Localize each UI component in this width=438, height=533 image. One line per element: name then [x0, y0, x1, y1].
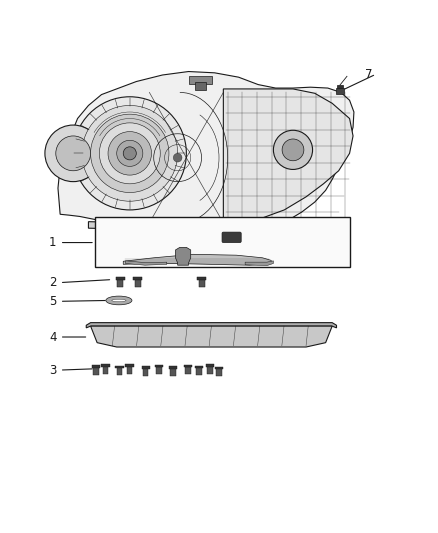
Polygon shape	[58, 71, 354, 233]
Text: 6: 6	[275, 230, 283, 244]
Circle shape	[273, 130, 313, 169]
Bar	[117, 279, 123, 287]
Bar	[141, 366, 150, 369]
Bar	[215, 367, 223, 369]
Ellipse shape	[112, 300, 126, 302]
Bar	[206, 365, 214, 367]
Bar	[117, 367, 122, 375]
Polygon shape	[125, 261, 167, 265]
Bar	[125, 365, 134, 367]
Bar	[92, 365, 100, 368]
Bar	[133, 277, 142, 279]
Polygon shape	[91, 326, 332, 347]
Polygon shape	[88, 222, 280, 232]
Text: 1: 1	[49, 236, 57, 249]
Circle shape	[82, 106, 178, 201]
Text: 2: 2	[49, 276, 57, 289]
Text: 5: 5	[49, 295, 57, 308]
Circle shape	[108, 132, 152, 175]
Bar	[134, 279, 141, 287]
Polygon shape	[86, 322, 336, 328]
Text: 4: 4	[49, 330, 57, 343]
Circle shape	[73, 97, 186, 210]
Circle shape	[91, 114, 169, 192]
Circle shape	[56, 136, 91, 171]
Bar	[195, 366, 203, 368]
Bar	[93, 367, 99, 375]
Bar	[127, 366, 132, 374]
Bar	[103, 366, 109, 374]
Bar	[195, 83, 206, 90]
Bar	[196, 367, 202, 375]
Bar	[207, 366, 213, 374]
Polygon shape	[176, 247, 191, 265]
Circle shape	[117, 140, 143, 166]
Bar	[185, 367, 191, 375]
Bar	[116, 366, 124, 368]
Bar	[184, 365, 192, 367]
Bar	[143, 368, 148, 376]
Bar	[156, 367, 162, 375]
Bar	[155, 365, 163, 367]
Text: 7: 7	[365, 68, 373, 80]
Bar	[216, 368, 222, 376]
Bar	[170, 368, 176, 376]
Circle shape	[123, 147, 136, 160]
FancyBboxPatch shape	[222, 232, 241, 243]
Polygon shape	[245, 261, 273, 265]
Bar	[95, 217, 350, 268]
Circle shape	[173, 154, 182, 162]
Bar	[116, 277, 124, 279]
Ellipse shape	[106, 296, 132, 305]
Circle shape	[99, 123, 160, 184]
Bar	[188, 76, 212, 84]
Bar	[337, 85, 343, 87]
Bar	[198, 279, 205, 287]
Circle shape	[282, 139, 304, 161]
Text: 3: 3	[49, 364, 57, 377]
Bar	[169, 366, 177, 369]
Polygon shape	[223, 89, 353, 224]
Circle shape	[45, 125, 102, 182]
Bar	[197, 277, 206, 279]
Bar	[336, 87, 344, 94]
Bar	[102, 365, 110, 367]
Polygon shape	[123, 254, 271, 265]
